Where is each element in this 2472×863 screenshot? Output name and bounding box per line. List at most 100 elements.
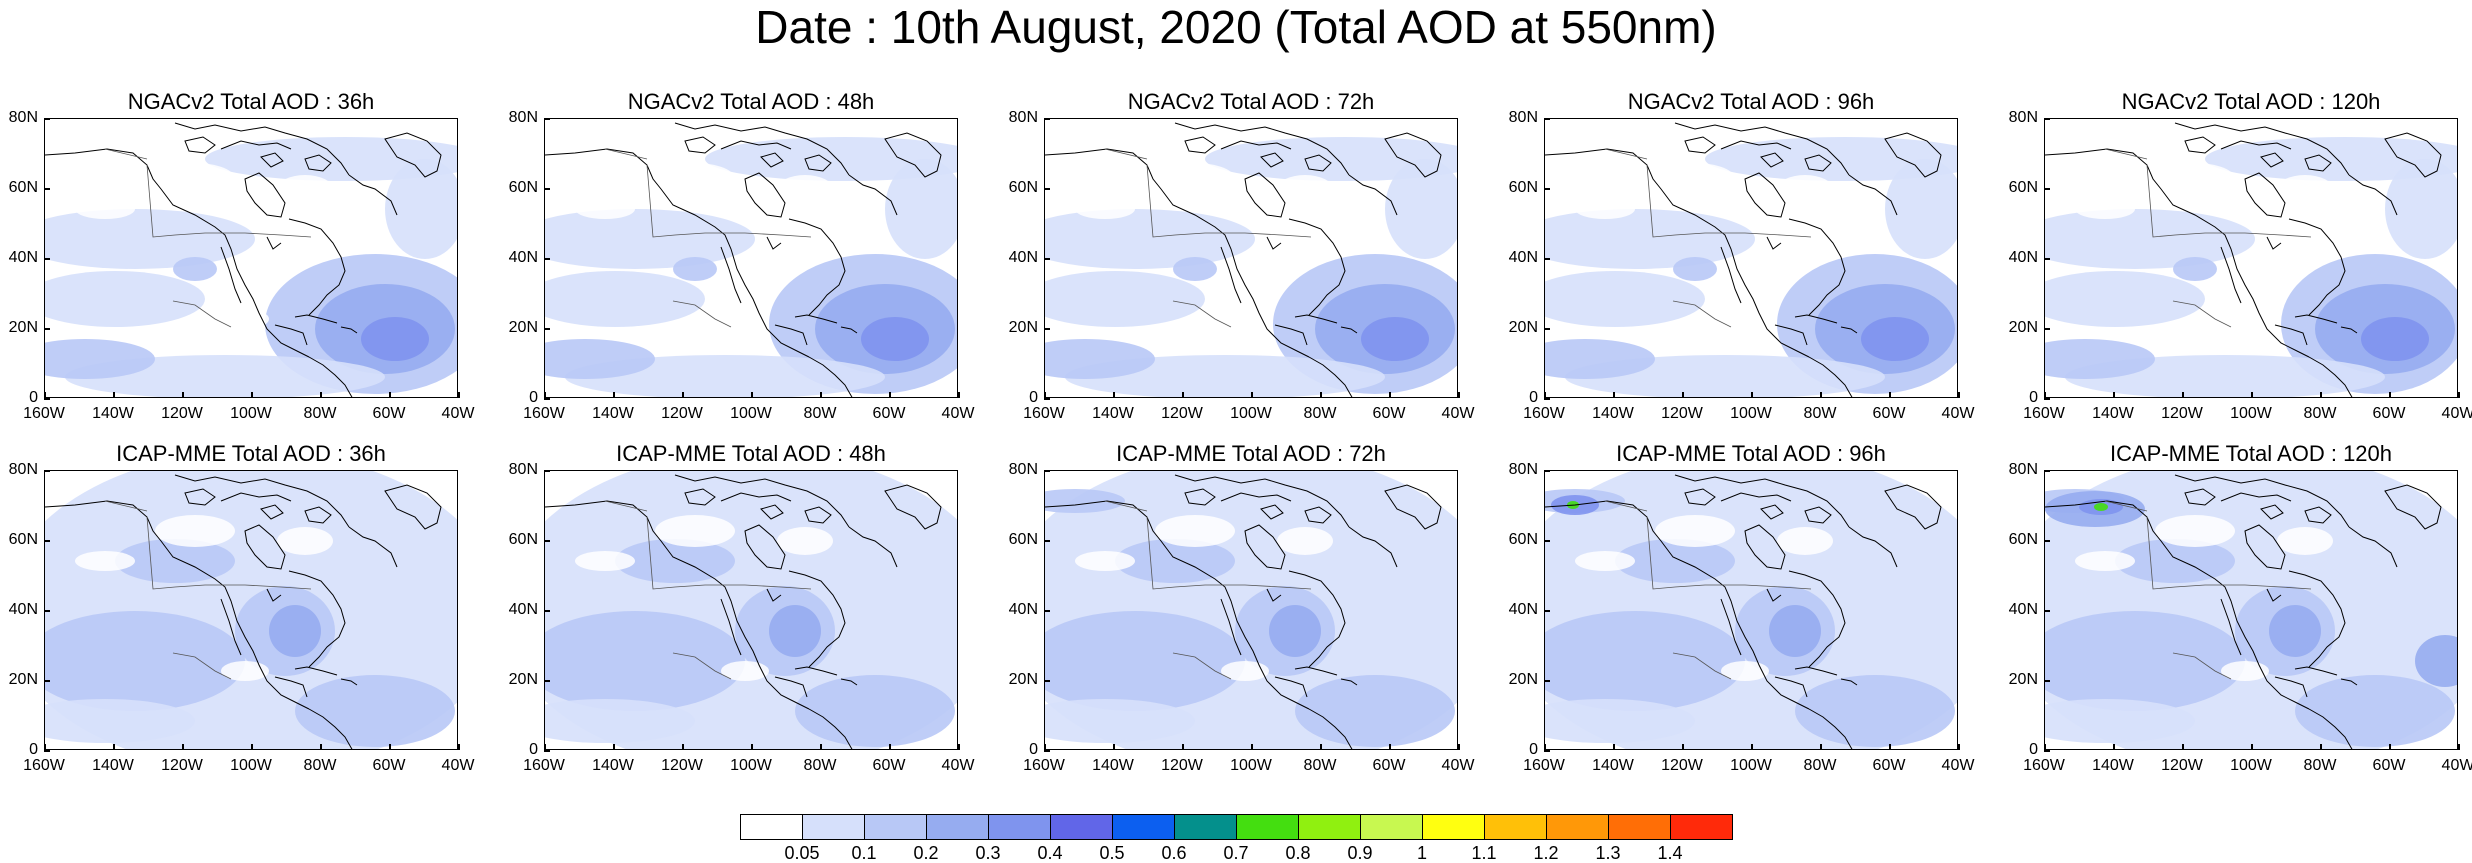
- coastline: [266, 588, 282, 602]
- colorbar-swatch: [1608, 814, 1671, 840]
- lon-tick-label: 80W: [1803, 757, 1837, 774]
- coastline: [774, 324, 808, 346]
- coastline: [884, 484, 942, 530]
- lat-tick-label: 40N: [508, 249, 538, 266]
- clear-patch: [277, 175, 333, 203]
- aod-plume: [45, 699, 195, 743]
- lon-tick: [1889, 392, 1891, 398]
- map-panel: NGACv2 Total AOD : 96h 80N 60N 40N 20N 0 160W 1…: [1500, 90, 1975, 432]
- coastline: [1720, 140, 1792, 150]
- lat-tick-label: 0: [2029, 741, 2038, 758]
- lat-tick: [1544, 470, 1550, 472]
- lat-tick: [1044, 680, 1050, 682]
- lon-tick: [113, 744, 115, 750]
- lat-tick: [1544, 680, 1550, 682]
- lat-tick: [544, 750, 550, 752]
- lon-tick-label: 100W: [1730, 757, 1772, 774]
- country-border: [604, 148, 648, 160]
- clear-patch: [1575, 199, 1635, 219]
- aod-plume: [673, 257, 717, 281]
- colorbar-label: 0.3: [975, 843, 1001, 863]
- coastline: [760, 504, 784, 520]
- lat-tick: [44, 398, 50, 400]
- country-border: [646, 516, 812, 590]
- panel-title: ICAP-MME Total AOD : 48h: [616, 441, 886, 466]
- lon-tick-label: 40W: [941, 757, 975, 774]
- coastline: [244, 172, 286, 218]
- lon-tick: [389, 744, 391, 750]
- lat-tick: [2044, 188, 2050, 190]
- clear-patch: [2277, 175, 2333, 203]
- lon-tick-label: 160W: [23, 405, 65, 422]
- lon-tick-label: 40W: [1941, 405, 1975, 422]
- lat-tick-label: 40N: [2008, 249, 2038, 266]
- coastline: [1684, 488, 1716, 506]
- aod-plume: [2415, 635, 2457, 687]
- panel-title: NGACv2 Total AOD : 72h: [1127, 89, 1375, 114]
- coastline: [308, 356, 353, 397]
- aod-plume: [1385, 159, 1457, 259]
- aod-field-map: [1545, 471, 1957, 749]
- lon-tick-label: 40W: [1441, 757, 1475, 774]
- lon-tick-label: 80W: [303, 757, 337, 774]
- colorbar-label: 0.8: [1285, 843, 1311, 863]
- aod-plume: [2385, 159, 2457, 259]
- lat-tick-label: 60N: [508, 179, 538, 196]
- colorbar-label: 0.6: [1161, 843, 1187, 863]
- coastline: [545, 148, 810, 358]
- clear-patch: [2155, 163, 2235, 195]
- coastline: [2294, 666, 2338, 676]
- lon-tick-label: 140W: [2092, 757, 2134, 774]
- lon-tick: [820, 744, 822, 750]
- coastline: [788, 570, 846, 668]
- lon-tick: [544, 744, 546, 750]
- coastline: [2348, 174, 2398, 216]
- aod-plume: [1361, 317, 1429, 361]
- aod-field-map: [1045, 471, 1457, 749]
- lon-tick-label: 140W: [592, 757, 634, 774]
- coastline: [2288, 218, 2346, 316]
- lon-tick: [1251, 392, 1253, 398]
- lon-tick-label: 80W: [803, 757, 837, 774]
- clear-patch: [1221, 661, 1269, 681]
- colorbar-swatch: [988, 814, 1051, 840]
- clear-patch: [2277, 527, 2333, 555]
- lon-tick-label: 140W: [1592, 757, 1634, 774]
- lon-tick-label: 140W: [2092, 405, 2134, 422]
- clear-patch: [75, 199, 135, 219]
- aod-field-map: [45, 471, 457, 749]
- coastline: [1308, 356, 1353, 397]
- clear-patch: [721, 309, 769, 329]
- lon-tick: [1320, 392, 1322, 398]
- aod-plume: [2361, 317, 2429, 361]
- coastline: [794, 666, 838, 676]
- clear-patch: [1655, 515, 1735, 547]
- coastline: [720, 140, 792, 150]
- lat-tick-label: 0: [529, 741, 538, 758]
- coastline: [720, 492, 792, 502]
- coastline: [2184, 136, 2216, 154]
- lat-tick: [2044, 610, 2050, 612]
- lon-tick: [1682, 744, 1684, 750]
- coastline: [684, 136, 716, 154]
- map-area: [2044, 118, 2458, 398]
- colorbar-swatch: [1236, 814, 1299, 840]
- lat-tick: [544, 188, 550, 190]
- lat-tick-label: 80N: [8, 109, 38, 126]
- coastline: [1804, 506, 1832, 524]
- coastline: [1184, 136, 1216, 154]
- coastline: [1288, 218, 1346, 316]
- lat-tick-label: 0: [1529, 741, 1538, 758]
- coastline: [2220, 492, 2292, 502]
- coastline: [1294, 666, 1338, 676]
- lon-tick-label: 140W: [1092, 405, 1134, 422]
- colorbar-label: 1.1: [1471, 843, 1497, 863]
- lat-tick-label: 80N: [2008, 109, 2038, 126]
- lat-tick: [1044, 470, 1050, 472]
- lon-tick: [2251, 744, 2253, 750]
- coastline: [794, 314, 838, 324]
- aod-field-map: [1545, 122, 1957, 397]
- lon-tick-label: 80W: [1303, 405, 1337, 422]
- coastline: [840, 678, 858, 686]
- aod-field-map: [45, 122, 457, 397]
